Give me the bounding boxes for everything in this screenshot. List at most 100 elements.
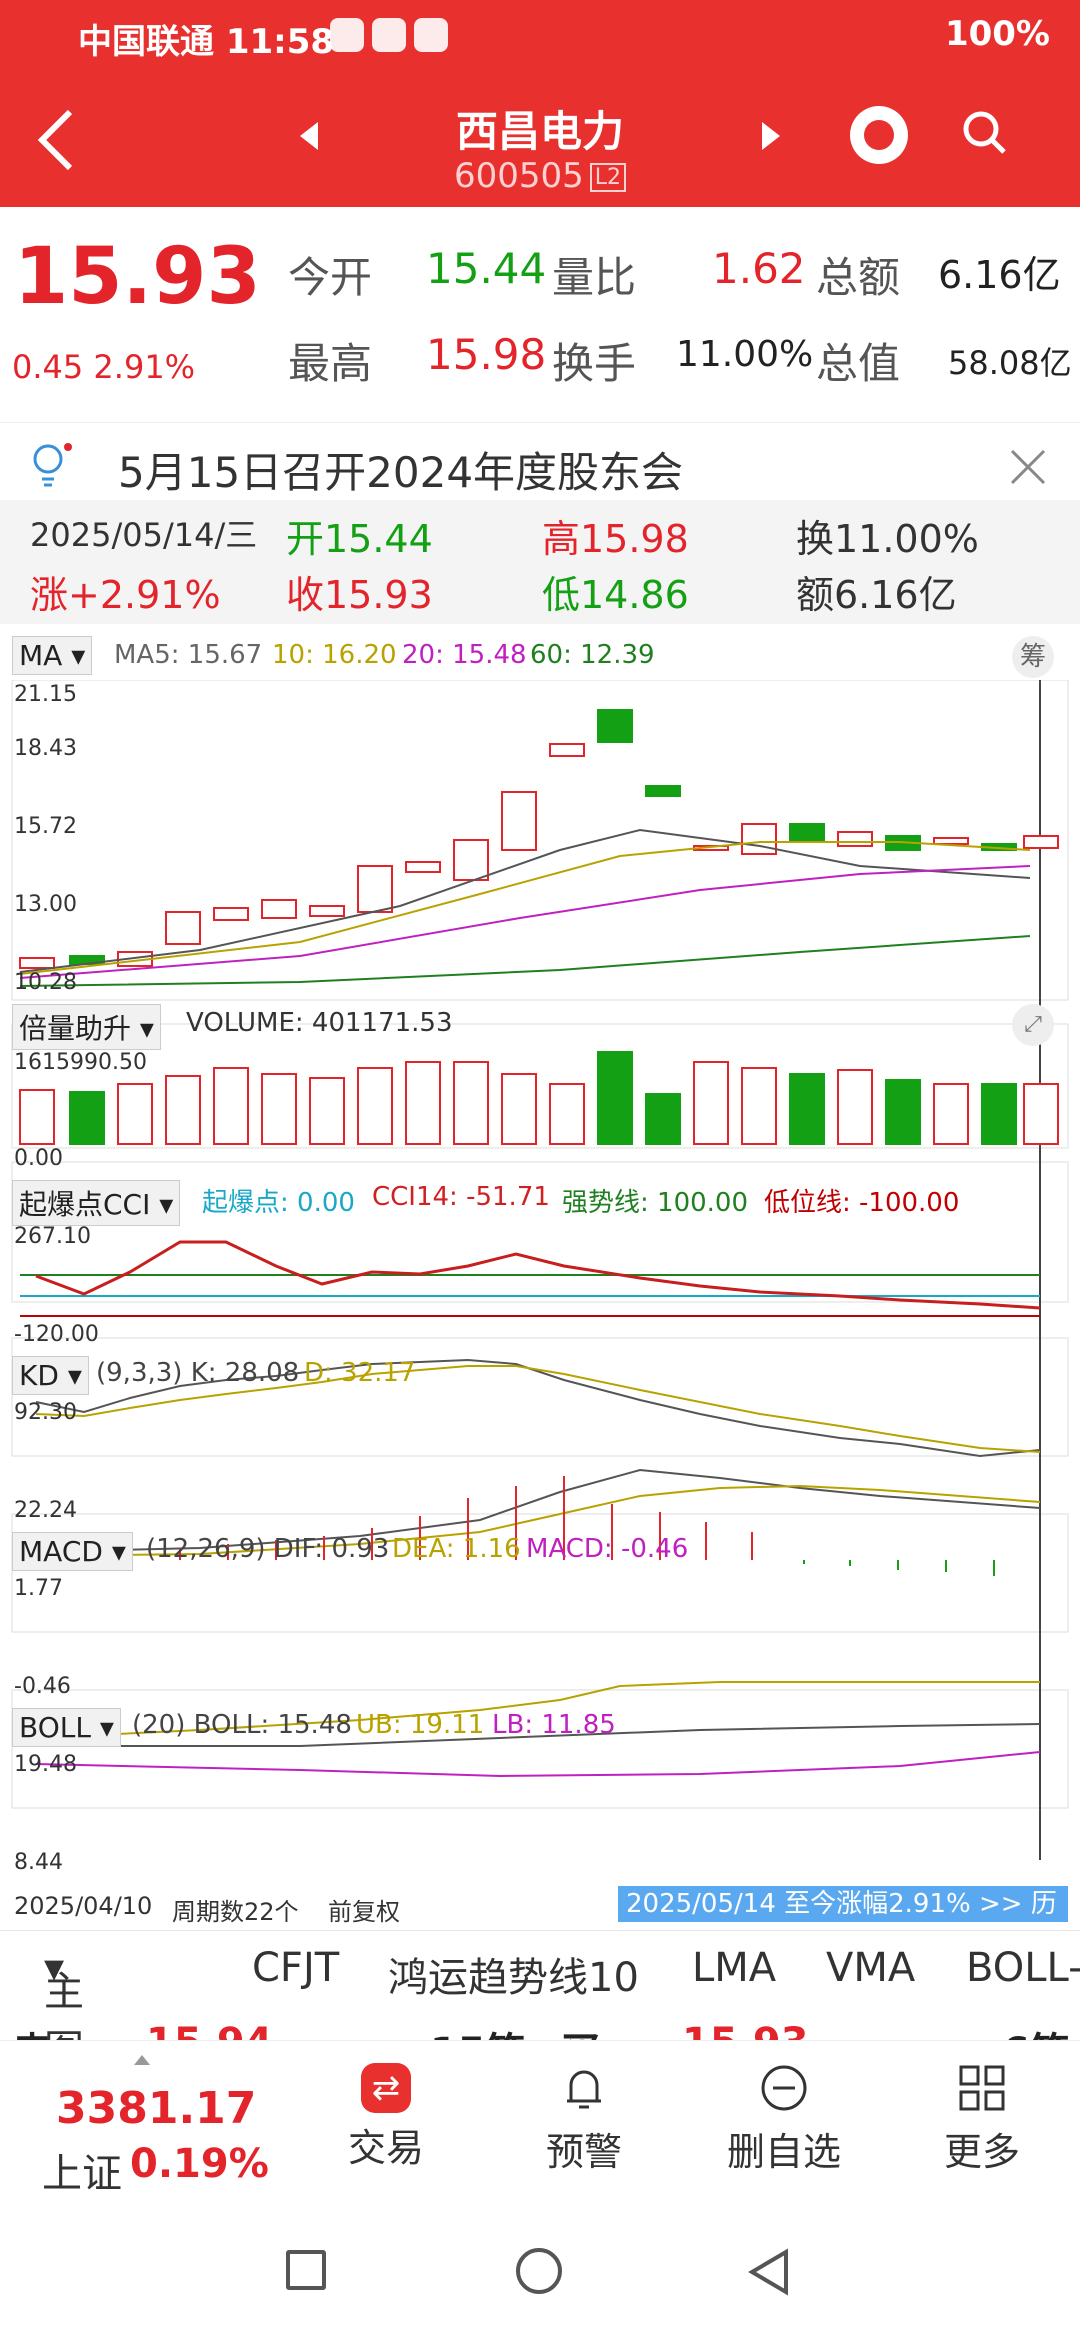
nav-more[interactable]: 更多 [902, 2063, 1062, 2176]
boll-selector[interactable]: BOLL ▾ [12, 1708, 121, 1747]
kd-selector-label: KD [19, 1359, 59, 1392]
expand-icon[interactable]: ⤢ [1012, 1004, 1054, 1046]
indicator-tabs: 主图 ▾ CFJT 鸿运趋势线10 LMA VMA BOLL- [0, 1930, 1080, 2073]
ma-selector-label: MA [19, 639, 63, 672]
macd-y-bottom: -0.46 [14, 1674, 71, 1699]
day-summary: 2025/05/14/三 开15.44 高15.98 换11.00% 涨+2.9… [0, 500, 1080, 624]
stock-name: 西昌电力 [455, 107, 624, 156]
current-price: 15.93 [14, 232, 261, 322]
notification-icon [372, 18, 406, 52]
announcement-text: 5月15日召开2024年度股东会 [118, 448, 684, 497]
volume-bar [597, 1051, 633, 1145]
tab-hongyun[interactable]: 鸿运趋势线10 [388, 1955, 639, 2001]
macd-dif-line [35, 1468, 1041, 1553]
volume-bar [645, 1093, 681, 1145]
volume-bar [837, 1069, 873, 1145]
amount-value: 6.16亿 [938, 253, 1061, 297]
summary-change: 涨+2.91% [30, 573, 221, 617]
adjust-mode[interactable]: 前复权 [328, 1898, 400, 1926]
trade-icon: ⇄ [361, 2063, 411, 2113]
home-icon[interactable] [516, 2248, 562, 2294]
tab-boll[interactable]: BOLL- [966, 1945, 1080, 1991]
volume-bar [789, 1073, 825, 1145]
search-icon[interactable] [962, 110, 1006, 154]
close-icon[interactable] [1010, 449, 1046, 485]
ma5-value: MA5: 15.67 [114, 640, 263, 670]
ma-y-label: 18.43 [14, 736, 77, 761]
ma60-line [19, 935, 1031, 987]
volume-bar [549, 1083, 585, 1145]
volume-selector-label: 倍量助升 [19, 1012, 132, 1045]
candle [789, 823, 825, 841]
boll-mid-line [36, 1723, 1041, 1747]
boll-params: (20) BOLL: 15.48 [132, 1710, 352, 1740]
kd-y-top: 92.30 [14, 1400, 77, 1425]
panel-frame [11, 1689, 1069, 1809]
macd-selector[interactable]: MACD ▾ [12, 1532, 133, 1571]
kline-chart[interactable] [0, 680, 1080, 1920]
chip-distribution-button[interactable]: 筹 [1012, 636, 1054, 678]
notification-icon [414, 18, 448, 52]
volume-bar [165, 1075, 201, 1145]
candle [213, 907, 249, 921]
candle [165, 911, 201, 945]
open-label: 今开 [288, 253, 373, 302]
tab-lma[interactable]: LMA [692, 1945, 777, 1991]
candle [933, 837, 969, 845]
summary-open: 开15.44 [286, 517, 433, 561]
tab-vma[interactable]: VMA [826, 1945, 916, 1991]
boll-ub-line [35, 1681, 1040, 1739]
volume-indicator-selector[interactable]: 倍量助升 ▾ [12, 1004, 161, 1050]
volume-bar [693, 1061, 729, 1145]
macd-y-top: 1.77 [14, 1576, 63, 1601]
cci-selector[interactable]: 起爆点CCI ▾ [12, 1180, 181, 1226]
boll-y-top: 19.48 [14, 1752, 77, 1777]
volume-value: VOLUME: 401171.53 [186, 1008, 453, 1038]
candle [1023, 835, 1059, 849]
volume-bar [357, 1067, 393, 1145]
volume-bar [741, 1067, 777, 1145]
cci-p4: 低位线: -100.00 [764, 1188, 960, 1218]
status-carrier-time: 中国联通 11:58 [78, 22, 335, 62]
macd-dea-line [35, 1484, 1041, 1557]
summary-low: 低14.86 [542, 573, 689, 617]
macd-params: (12,26,9) DIF: 0.93 [146, 1534, 390, 1564]
announcement-banner[interactable]: 5月15日召开2024年度股东会 [0, 422, 1080, 509]
macd-dea: DEA: 1.16 [392, 1534, 521, 1564]
tab-cfjt[interactable]: CFJT [252, 1945, 340, 1991]
volume-bar [885, 1079, 921, 1145]
amount-label: 总额 [816, 253, 901, 302]
high-label: 最高 [288, 339, 373, 388]
ma-selector[interactable]: MA ▾ [12, 636, 93, 675]
battery-level: 100% [944, 14, 1050, 54]
nav-alert[interactable]: 预警 [504, 2063, 664, 2176]
volume-bar [69, 1091, 105, 1145]
range-change-banner[interactable]: 2025/05/14 至今涨幅2.91% >> 历 [618, 1886, 1068, 1922]
kd-y-bottom: 22.24 [14, 1498, 77, 1523]
next-stock-icon[interactable] [762, 122, 780, 150]
prev-stock-icon[interactable] [300, 122, 318, 150]
system-navigation-bar [0, 2200, 1080, 2340]
notification-icon [330, 18, 364, 52]
candle [357, 865, 393, 913]
back-arrow-icon[interactable] [36, 108, 76, 172]
expand-up-icon[interactable] [134, 2055, 150, 2065]
back-triangle-icon[interactable] [746, 2248, 790, 2296]
panel-frame [11, 1161, 1069, 1303]
nav-remove-watchlist[interactable]: 删自选 [704, 2063, 864, 2176]
cci-p2: CCI14: -51.71 [372, 1182, 550, 1212]
kd-k-line [35, 1358, 1041, 1458]
candle [261, 899, 297, 919]
nav-trade[interactable]: ⇄ 交易 [306, 2063, 466, 2172]
panel-frame [11, 1023, 1069, 1149]
index-value[interactable]: 3381.17 [56, 2083, 257, 2134]
candle [405, 861, 441, 873]
assistant-robot-icon[interactable] [850, 106, 908, 164]
level2-badge: L2 [589, 163, 627, 192]
kd-selector[interactable]: KD ▾ [12, 1356, 89, 1395]
recent-apps-icon[interactable] [286, 2250, 326, 2290]
open-value: 15.44 [426, 244, 547, 293]
ma-y-label: 15.72 [14, 814, 77, 839]
panel-frame [11, 1513, 1069, 1633]
tab-main-chart[interactable]: 主图 ▾ [44, 1945, 84, 2073]
